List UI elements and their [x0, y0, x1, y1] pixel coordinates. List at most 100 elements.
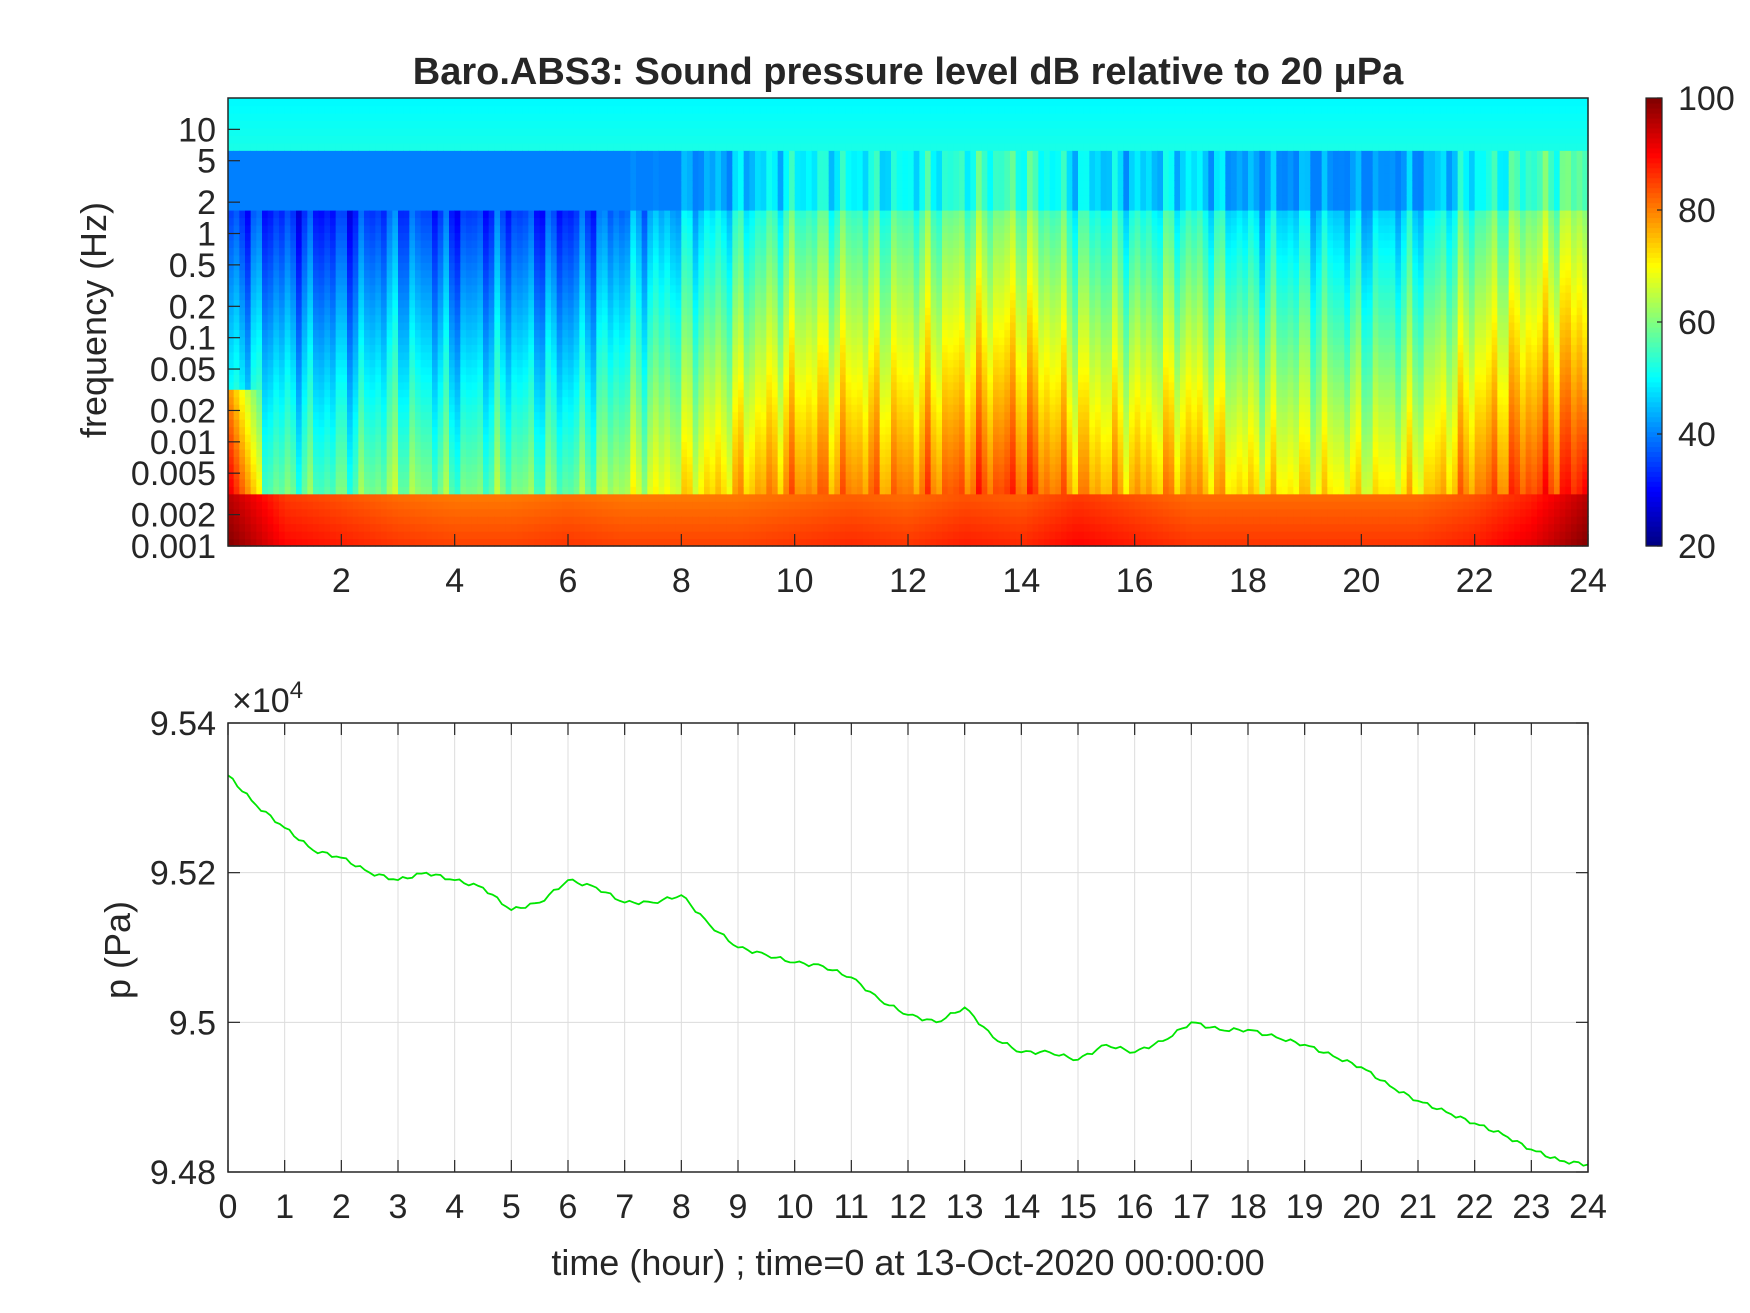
heatmap-cell [437, 210, 444, 219]
heatmap-cell [551, 157, 558, 166]
heatmap-cell [296, 322, 303, 331]
heatmap-cell [466, 366, 473, 375]
heatmap-cell [585, 269, 592, 278]
heatmap-cell [454, 486, 461, 495]
heatmap-cell [352, 254, 359, 263]
heatmap-cell [562, 112, 569, 121]
heatmap-cell [426, 232, 433, 241]
heatmap-cell [579, 292, 586, 301]
heatmap-cell [335, 419, 342, 428]
heatmap-cell [568, 463, 575, 472]
heatmap-cell [437, 105, 444, 114]
heatmap-cell [471, 254, 478, 263]
heatmap-cell [573, 314, 580, 323]
heatmap-cell [624, 217, 631, 226]
heatmap-cell [369, 411, 376, 420]
heatmap-cell [568, 448, 575, 457]
heatmap-cell [613, 486, 620, 495]
heatmap-cell [539, 135, 546, 144]
heatmap-cell [409, 307, 416, 316]
heatmap-cell [653, 336, 660, 345]
heatmap-cell [658, 105, 665, 114]
heatmap-cell [301, 195, 308, 204]
heatmap-cell [511, 411, 518, 420]
heatmap-cell [641, 471, 648, 480]
heatmap-cell [466, 112, 473, 121]
heatmap-cell [517, 165, 524, 174]
heatmap-cell [613, 501, 620, 510]
heatmap-cell [590, 277, 597, 286]
heatmap-cell [420, 538, 427, 547]
heatmap-cell [500, 523, 507, 532]
heatmap-cell [596, 389, 603, 398]
heatmap-cell [273, 351, 280, 360]
heatmap-cell [449, 344, 456, 353]
heatmap-cell [432, 224, 439, 233]
heatmap-cell [466, 448, 473, 457]
heatmap-cell [670, 210, 677, 219]
heatmap-cell [692, 336, 699, 345]
heatmap-cell [579, 336, 586, 345]
heatmap-cell [375, 157, 382, 166]
heatmap-cell [290, 359, 297, 368]
heatmap-cell [460, 247, 467, 256]
heatmap-cell [556, 493, 563, 502]
heatmap-cell [596, 292, 603, 301]
heatmap-cell [279, 381, 286, 390]
heatmap-cell [613, 307, 620, 316]
heatmap-cell [256, 396, 263, 405]
heatmap-cell [488, 434, 495, 443]
heatmap-cell [624, 404, 631, 413]
heatmap-cell [641, 202, 648, 211]
heatmap-cell [347, 247, 354, 256]
heatmap-cell [381, 448, 388, 457]
heatmap-cell [607, 508, 614, 517]
heatmap-cell [664, 448, 671, 457]
heatmap-cell [568, 142, 575, 151]
heatmap-cell [392, 217, 399, 226]
heatmap-cell [256, 441, 263, 450]
heatmap-cell [687, 523, 694, 532]
heatmap-cell [454, 239, 461, 248]
heatmap-cell [551, 351, 558, 360]
heatmap-cell [307, 419, 314, 428]
heatmap-cell [675, 112, 682, 121]
heatmap-cell [341, 351, 348, 360]
heatmap-cell [449, 232, 456, 241]
heatmap-cell [233, 531, 240, 540]
heatmap-cell [262, 314, 269, 323]
heatmap-cell [590, 434, 597, 443]
heatmap-cell [420, 292, 427, 301]
heatmap-cell [358, 195, 365, 204]
heatmap-cell [460, 419, 467, 428]
heatmap-cell [307, 180, 314, 189]
heatmap-cell [585, 486, 592, 495]
heatmap-cell [318, 434, 325, 443]
heatmap-cell [290, 411, 297, 420]
heatmap-cell [415, 344, 422, 353]
heatmap-cell [624, 232, 631, 241]
heatmap-cell [352, 478, 359, 487]
heatmap-cell [528, 277, 535, 286]
heatmap-cell [335, 247, 342, 256]
heatmap-cell [483, 172, 490, 181]
heatmap-cell [415, 142, 422, 151]
heatmap-cell [528, 254, 535, 263]
heatmap-cell [579, 478, 586, 487]
heatmap-cell [630, 508, 637, 517]
heatmap-cell [687, 247, 694, 256]
heatmap-cell [324, 329, 331, 338]
heatmap-cell [398, 508, 405, 517]
heatmap-cell [460, 426, 467, 435]
heatmap-cell [692, 411, 699, 420]
heatmap-cell [301, 284, 308, 293]
heatmap-cell [432, 127, 439, 136]
heatmap-cell [556, 180, 563, 189]
heatmap-cell [398, 463, 405, 472]
heatmap-cell [466, 508, 473, 517]
heatmap-cell [647, 359, 654, 368]
heatmap-cell [681, 277, 688, 286]
heatmap-cell [228, 351, 235, 360]
heatmap-cell [528, 389, 535, 398]
heatmap-cell [539, 314, 546, 323]
